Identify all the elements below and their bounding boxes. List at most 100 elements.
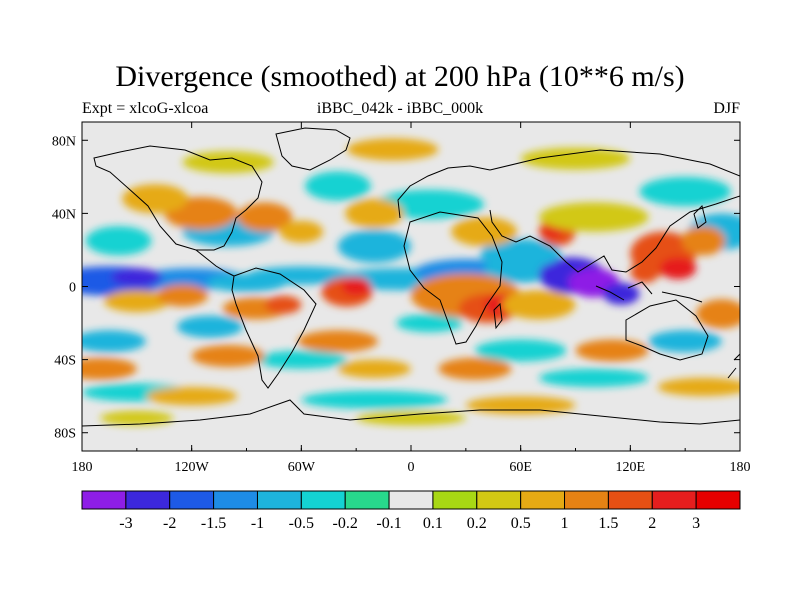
field-patch — [301, 390, 448, 409]
japan-coast — [693, 205, 707, 229]
antarctica-coast — [82, 399, 740, 427]
europe-coast — [397, 165, 491, 219]
field-patch — [279, 220, 324, 243]
colorbar-swatch — [651, 490, 697, 510]
field-patch — [305, 171, 371, 201]
y-tick-label: 80S — [54, 427, 76, 442]
field-patch — [103, 290, 170, 313]
field-patch — [480, 239, 561, 269]
new-zealand-coast — [727, 353, 740, 379]
colorbar-swatch — [169, 490, 215, 510]
colorbar-label: -0.1 — [376, 515, 401, 532]
central-america-coast — [195, 249, 235, 277]
colorbar-swatch — [256, 490, 302, 510]
field-patch — [347, 138, 439, 161]
colorbar-swatch — [300, 490, 346, 510]
field-patch — [237, 202, 293, 232]
field-patch — [659, 257, 697, 280]
field-patch — [345, 198, 404, 228]
field-patch — [297, 330, 379, 353]
field-patch — [100, 410, 174, 426]
field-patch — [602, 282, 640, 305]
field-patch — [657, 377, 740, 397]
colorbar-swatch — [81, 490, 127, 510]
map-axes: 180 120W 60W 0 60E 120E 180 80N 40N 0 40S 80S — [52, 122, 751, 475]
asia-coast — [489, 149, 740, 273]
field-patch — [146, 387, 238, 406]
madagascar-coast — [493, 302, 503, 330]
greenland-coast — [275, 127, 351, 171]
field-patch — [122, 184, 188, 214]
colorbar-label: -1.5 — [201, 515, 226, 532]
field-patch — [681, 226, 726, 256]
y-tick-label: 40N — [52, 207, 76, 222]
field-patch — [520, 147, 631, 170]
x-tick-label: 60E — [509, 460, 532, 475]
colorbar-label: 0.1 — [423, 515, 443, 532]
colorbar-swatch — [564, 490, 609, 510]
x-tick-label: 180 — [72, 460, 93, 475]
field-patch — [156, 284, 209, 307]
y-tick-label: 80N — [52, 134, 76, 149]
field-patch — [648, 330, 722, 353]
divergence-field — [82, 138, 740, 426]
field-patch — [111, 268, 163, 287]
field-patch — [337, 229, 411, 263]
australia-coast — [625, 299, 709, 361]
africa-coast — [403, 211, 503, 345]
field-patch — [356, 410, 466, 426]
x-tick-label: 120E — [616, 460, 646, 475]
y-tick-label: 40S — [54, 354, 76, 369]
season-label: DJF — [713, 100, 740, 117]
colorbar-label: 0.2 — [467, 515, 487, 532]
field-patch — [396, 314, 463, 333]
field-patch — [451, 217, 517, 247]
y-tick-label: 0 — [69, 281, 76, 296]
field-patch — [639, 176, 731, 207]
field-patch — [539, 202, 649, 232]
colorbar-swatch — [213, 490, 258, 510]
field-patch — [696, 299, 740, 329]
field-patch — [630, 260, 660, 283]
north-america-coast — [93, 145, 263, 251]
field-patch — [575, 339, 649, 362]
field-patch — [337, 359, 411, 378]
field-patch — [255, 350, 347, 369]
comparison-label: iBBC_042k - iBBC_000k — [316, 100, 484, 117]
chart-title: Divergence (smoothed) at 200 hPa (10**6 … — [115, 60, 685, 93]
colorbar-label: -3 — [119, 515, 132, 532]
colorbar-label: -2 — [163, 515, 176, 532]
colorbar-label: -0.2 — [333, 515, 358, 532]
field-patch — [182, 151, 274, 174]
colorbar-label: 0.5 — [511, 515, 531, 532]
field-patch — [264, 295, 302, 314]
field-patch — [177, 315, 243, 338]
south-america-coast — [231, 267, 317, 389]
x-tick-label: 120W — [175, 460, 210, 475]
field-patch — [475, 339, 567, 362]
colorbar-swatch — [476, 490, 522, 510]
x-tick-label: 60W — [288, 460, 316, 475]
colorbar-label: 2 — [648, 515, 656, 532]
field-patch — [341, 277, 371, 296]
field-patch — [246, 266, 357, 285]
field-patch — [438, 357, 512, 380]
field-patch — [82, 357, 137, 380]
field-patch — [191, 345, 265, 367]
colorbar-label: -0.5 — [289, 515, 314, 532]
colorbar-swatch — [344, 490, 390, 510]
colorbar-swatch — [432, 490, 478, 510]
colorbar-swatch — [695, 490, 741, 510]
field-patch — [85, 226, 152, 256]
colorbar-label: 1 — [561, 515, 569, 532]
colorbar-swatch — [607, 490, 653, 510]
experiment-label: Expt = xlcoG-xlcoa — [82, 100, 209, 117]
field-patch — [539, 368, 649, 387]
colorbar-swatch — [520, 490, 566, 510]
indonesia-coast — [595, 281, 703, 303]
colorbar-label: 1.5 — [598, 515, 618, 532]
coastlines — [82, 127, 740, 427]
colorbar-swatch — [388, 490, 434, 510]
